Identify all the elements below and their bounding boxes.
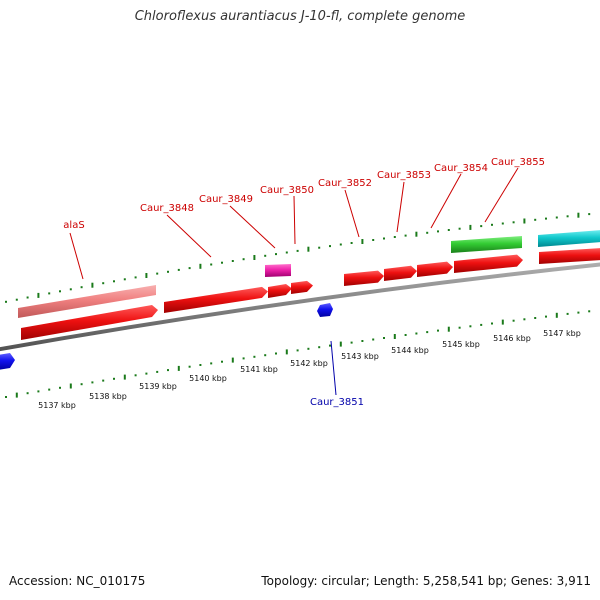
callout-line (330, 340, 337, 396)
genome-backbone (0, 262, 600, 352)
prev-gene-reverse-cds (0, 353, 15, 370)
gene-label: Caur_3848 (140, 203, 194, 214)
gene-label: Caur_3850 (260, 185, 314, 196)
caur-3850-cds (291, 280, 313, 294)
caur-3855-cds (454, 254, 523, 273)
caur-3855-misc-feature (451, 236, 522, 253)
scale-labels: 5137 kbp 5138 kbp 5139 kbp 5140 kbp 5141 kbp… (38, 329, 581, 410)
caur-3853-cds (384, 265, 417, 281)
callout-line (229, 205, 276, 249)
next-gene-misc-feature (538, 230, 600, 247)
callout-line (166, 214, 212, 258)
scale-label: 5139 kbp (139, 382, 177, 391)
gene-label: Caur_3854 (434, 163, 488, 174)
gene-callouts: alaS Caur_3848 Caur_3849 Caur_3850 Caur_3852… (63, 157, 545, 408)
scale-label: 5146 kbp (493, 334, 531, 343)
inner-tick-track (5, 310, 591, 398)
gene-label: Caur_3851 (310, 397, 364, 408)
alas-cds (21, 305, 158, 340)
caur-3852-cds (344, 270, 384, 286)
scale-label: 5145 kbp (442, 340, 480, 349)
callout-line (430, 173, 462, 229)
callout-line (69, 232, 84, 280)
scale-label: 5147 kbp (543, 329, 581, 338)
callout-line (484, 167, 519, 223)
outer-tick-track (5, 212, 591, 303)
gene-label: Caur_3853 (377, 170, 431, 181)
scale-label: 5138 kbp (89, 392, 127, 401)
scale-label: 5142 kbp (290, 359, 328, 368)
scale-label: 5141 kbp (240, 365, 278, 374)
scale-label: 5143 kbp (341, 352, 379, 361)
map-title: Chloroflexus aurantiacus J-10-fl, comple… (134, 9, 466, 24)
caur-3849-cds (268, 284, 292, 298)
caur-3848-cds (164, 286, 268, 313)
genome-summary-text: Topology: circular; Length: 5,258,541 bp… (261, 574, 591, 588)
callout-line (293, 195, 296, 245)
gene-label: Caur_3852 (318, 178, 372, 189)
gene-label: alaS (63, 220, 84, 231)
feature-track (0, 230, 600, 370)
gene-label: Caur_3849 (199, 194, 253, 205)
alas-feature-light (18, 285, 156, 318)
callout-line (344, 189, 360, 238)
scale-label: 5137 kbp (38, 401, 76, 410)
caur-3854-cds (417, 261, 453, 277)
callout-line (396, 181, 405, 233)
caur-3851-cds (317, 303, 333, 317)
scale-label: 5140 kbp (189, 374, 227, 383)
accession-text: Accession: NC_010175 (9, 574, 146, 588)
scale-label: 5144 kbp (391, 346, 429, 355)
gene-label: Caur_3855 (491, 157, 545, 168)
next-gene-cds (539, 248, 600, 264)
caur-3850-misc-feature (265, 264, 291, 277)
